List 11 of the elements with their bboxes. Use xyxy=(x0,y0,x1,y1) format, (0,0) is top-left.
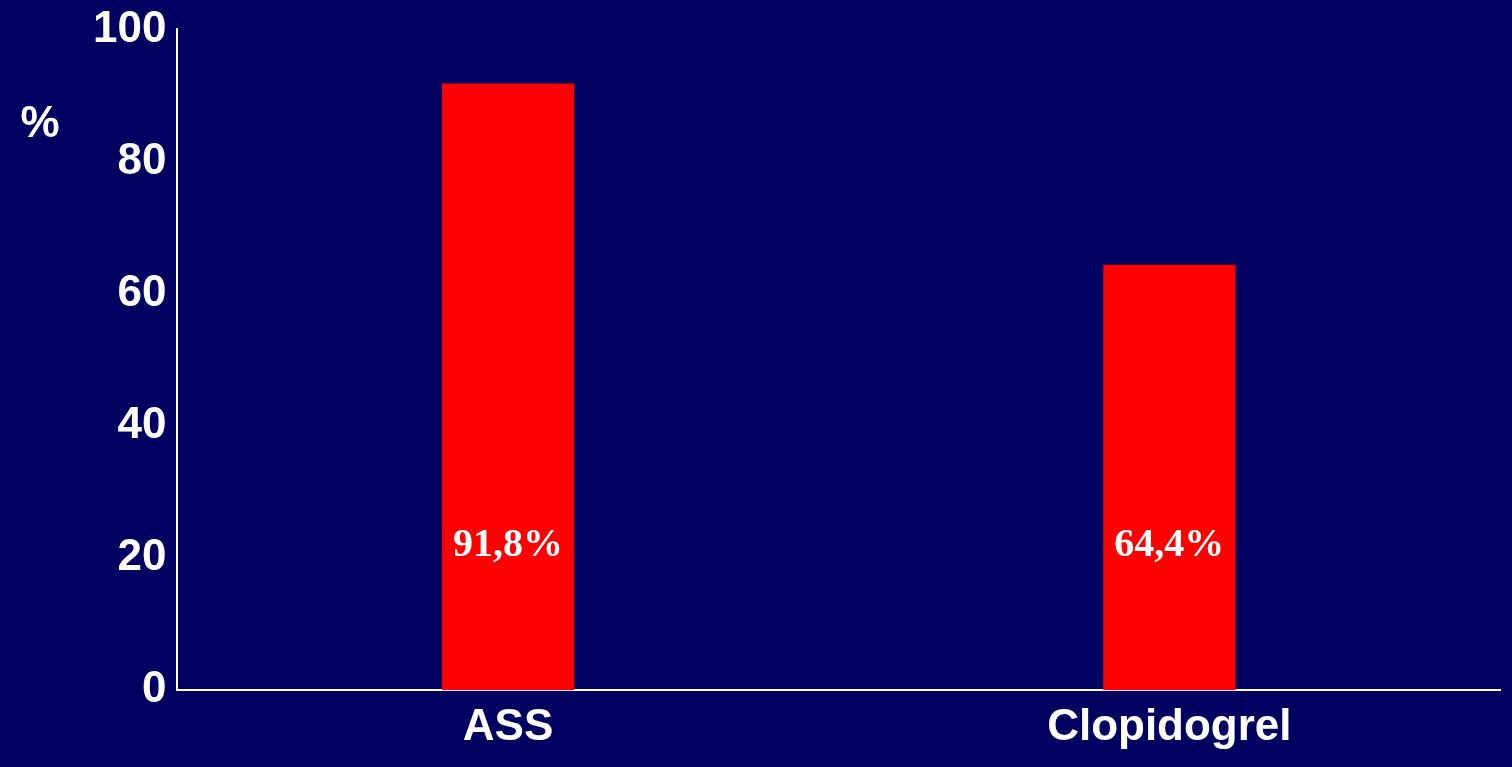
x-tick-label: ASS xyxy=(462,699,554,749)
data-label: 91,8% xyxy=(453,519,564,565)
x-tick-label: Clopidogrel xyxy=(1047,699,1292,749)
data-label: 64,4% xyxy=(1114,519,1225,565)
y-axis-title: % xyxy=(20,97,60,147)
y-tick-label: 40 xyxy=(117,398,167,448)
y-tick-label: 60 xyxy=(117,265,167,315)
y-tick-label: 80 xyxy=(117,133,167,183)
y-tick-label: 100 xyxy=(92,1,167,51)
y-tick-label: 0 xyxy=(141,662,167,712)
y-tick-label: 20 xyxy=(117,530,167,580)
